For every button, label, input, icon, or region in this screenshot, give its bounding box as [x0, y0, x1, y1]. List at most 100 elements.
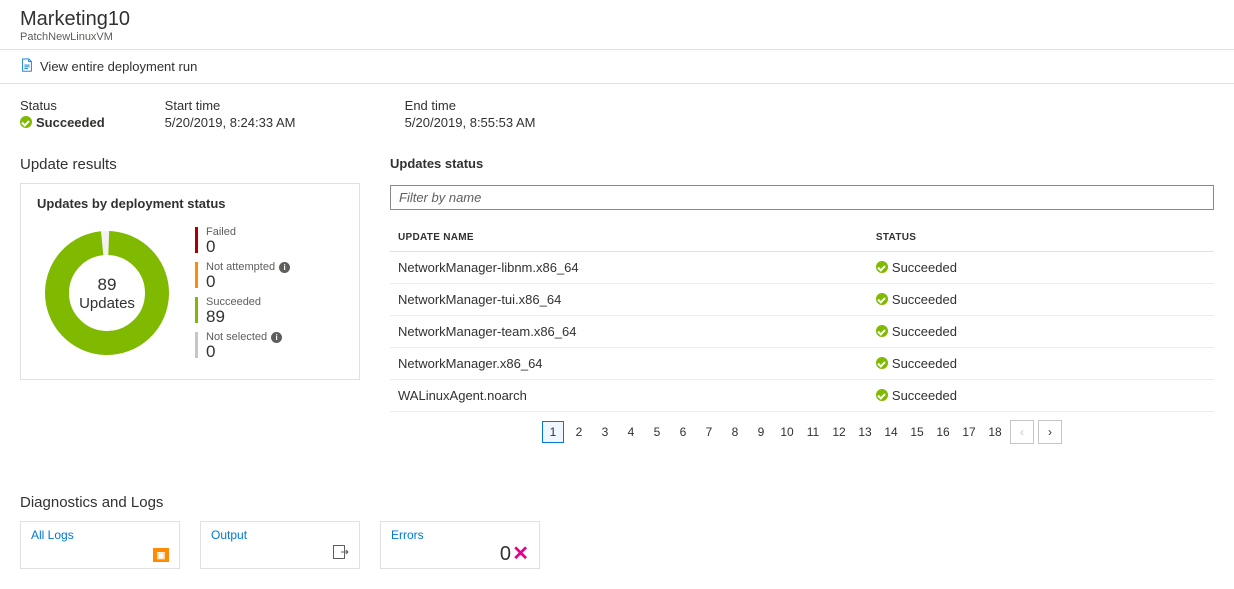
start-time-label: Start time — [165, 98, 345, 113]
summary-row: Status Succeeded Start time 5/20/2019, 8… — [20, 98, 1214, 130]
view-deployment-link[interactable]: View entire deployment run — [40, 59, 197, 74]
update-status-cell: Succeeded — [868, 316, 1214, 348]
filter-input[interactable] — [390, 185, 1214, 210]
page-number[interactable]: 6 — [672, 421, 694, 443]
page-number[interactable]: 2 — [568, 421, 590, 443]
next-page-button[interactable]: › — [1038, 420, 1062, 444]
col-status[interactable]: STATUS — [868, 222, 1214, 252]
updates-status-section: Updates status UPDATE NAME STATUS Networ… — [390, 156, 1214, 444]
status-label: Status — [20, 98, 105, 113]
output-card[interactable]: Output — [200, 521, 360, 569]
page-number[interactable]: 13 — [854, 421, 876, 443]
donut-label: Updates — [79, 295, 135, 312]
page-number[interactable]: 12 — [828, 421, 850, 443]
update-name-cell: NetworkManager-team.x86_64 — [390, 316, 868, 348]
success-icon — [876, 389, 888, 401]
success-icon — [876, 325, 888, 337]
page-number[interactable]: 8 — [724, 421, 746, 443]
update-results-title: Update results — [20, 156, 360, 173]
legend-value: 89 — [206, 308, 261, 325]
all-logs-card[interactable]: All Logs ▣ — [20, 521, 180, 569]
page-number[interactable]: 10 — [776, 421, 798, 443]
update-status-cell: Succeeded — [868, 380, 1214, 412]
pagination: 123456789101112131415161718‹› — [390, 420, 1214, 444]
output-icon — [333, 545, 349, 562]
legend-item: Not attemptedi0 — [195, 261, 290, 290]
table-row[interactable]: NetworkManager-libnm.x86_64Succeeded — [390, 252, 1214, 284]
page-subtitle: PatchNewLinuxVM — [20, 31, 1214, 43]
action-bar: View entire deployment run — [0, 50, 1234, 84]
page-number[interactable]: 11 — [802, 421, 824, 443]
all-logs-label: All Logs — [31, 528, 169, 542]
page-number[interactable]: 17 — [958, 421, 980, 443]
error-x-icon: ✕ — [512, 541, 529, 566]
page-number[interactable]: 4 — [620, 421, 642, 443]
diagnostics-title: Diagnostics and Logs — [20, 494, 1214, 511]
status-value: Succeeded — [20, 115, 105, 130]
status-summary: Status Succeeded — [20, 98, 105, 130]
start-time-value: 5/20/2019, 8:24:33 AM — [165, 115, 345, 130]
page-number[interactable]: 14 — [880, 421, 902, 443]
update-name-cell: NetworkManager.x86_64 — [390, 348, 868, 380]
errors-label: Errors — [391, 528, 529, 542]
deployment-status-card: Updates by deployment status 89 Updates … — [20, 183, 360, 380]
success-icon — [876, 293, 888, 305]
page-number[interactable]: 7 — [698, 421, 720, 443]
legend-value: 0 — [206, 238, 236, 255]
info-icon[interactable]: i — [279, 262, 290, 273]
info-icon[interactable]: i — [271, 332, 282, 343]
updates-table: UPDATE NAME STATUS NetworkManager-libnm.… — [390, 222, 1214, 412]
updates-status-title: Updates status — [390, 156, 1214, 171]
page-number[interactable]: 5 — [646, 421, 668, 443]
legend-color-bar — [195, 227, 198, 253]
legend-value: 0 — [206, 343, 282, 360]
table-row[interactable]: WALinuxAgent.noarchSucceeded — [390, 380, 1214, 412]
update-name-cell: NetworkManager-tui.x86_64 — [390, 284, 868, 316]
legend-item: Not selectedi0 — [195, 331, 290, 360]
card-title: Updates by deployment status — [37, 196, 343, 211]
prev-page-button[interactable]: ‹ — [1010, 420, 1034, 444]
diagnostics-section: Diagnostics and Logs All Logs ▣ Output E… — [20, 494, 1214, 569]
donut-chart: 89 Updates — [37, 223, 177, 363]
end-time-label: End time — [405, 98, 536, 113]
page-number[interactable]: 9 — [750, 421, 772, 443]
logs-icon: ▣ — [153, 548, 169, 562]
legend: Failed0Not attemptedi0Succeeded89Not sel… — [195, 226, 290, 360]
page-number[interactable]: 18 — [984, 421, 1006, 443]
update-results-section: Update results Updates by deployment sta… — [20, 156, 360, 380]
table-row[interactable]: NetworkManager-team.x86_64Succeeded — [390, 316, 1214, 348]
end-time-value: 5/20/2019, 8:55:53 AM — [405, 115, 536, 130]
page-header: Marketing10 PatchNewLinuxVM — [0, 0, 1234, 50]
col-update-name[interactable]: UPDATE NAME — [390, 222, 868, 252]
page-number[interactable]: 1 — [542, 421, 564, 443]
legend-color-bar — [195, 297, 198, 323]
success-icon — [20, 116, 32, 128]
start-time-summary: Start time 5/20/2019, 8:24:33 AM — [165, 98, 345, 130]
table-row[interactable]: NetworkManager-tui.x86_64Succeeded — [390, 284, 1214, 316]
update-status-cell: Succeeded — [868, 284, 1214, 316]
errors-card[interactable]: Errors 0 ✕ — [380, 521, 540, 569]
page-number[interactable]: 3 — [594, 421, 616, 443]
update-status-cell: Succeeded — [868, 252, 1214, 284]
legend-label: Not attemptedi — [206, 261, 290, 273]
end-time-summary: End time 5/20/2019, 8:55:53 AM — [405, 98, 536, 130]
page-number[interactable]: 16 — [932, 421, 954, 443]
success-icon — [876, 357, 888, 369]
legend-item: Succeeded89 — [195, 296, 290, 325]
success-icon — [876, 261, 888, 273]
table-row[interactable]: NetworkManager.x86_64Succeeded — [390, 348, 1214, 380]
page-number[interactable]: 15 — [906, 421, 928, 443]
document-icon — [20, 58, 34, 75]
errors-value: 0 — [500, 543, 511, 566]
update-name-cell: WALinuxAgent.noarch — [390, 380, 868, 412]
output-label: Output — [211, 528, 349, 542]
legend-color-bar — [195, 262, 198, 288]
legend-label: Not selectedi — [206, 331, 282, 343]
legend-item: Failed0 — [195, 226, 290, 255]
legend-color-bar — [195, 332, 198, 358]
donut-count: 89 — [98, 275, 117, 295]
legend-value: 0 — [206, 273, 290, 290]
update-status-cell: Succeeded — [868, 348, 1214, 380]
page-title: Marketing10 — [20, 8, 1214, 31]
update-name-cell: NetworkManager-libnm.x86_64 — [390, 252, 868, 284]
